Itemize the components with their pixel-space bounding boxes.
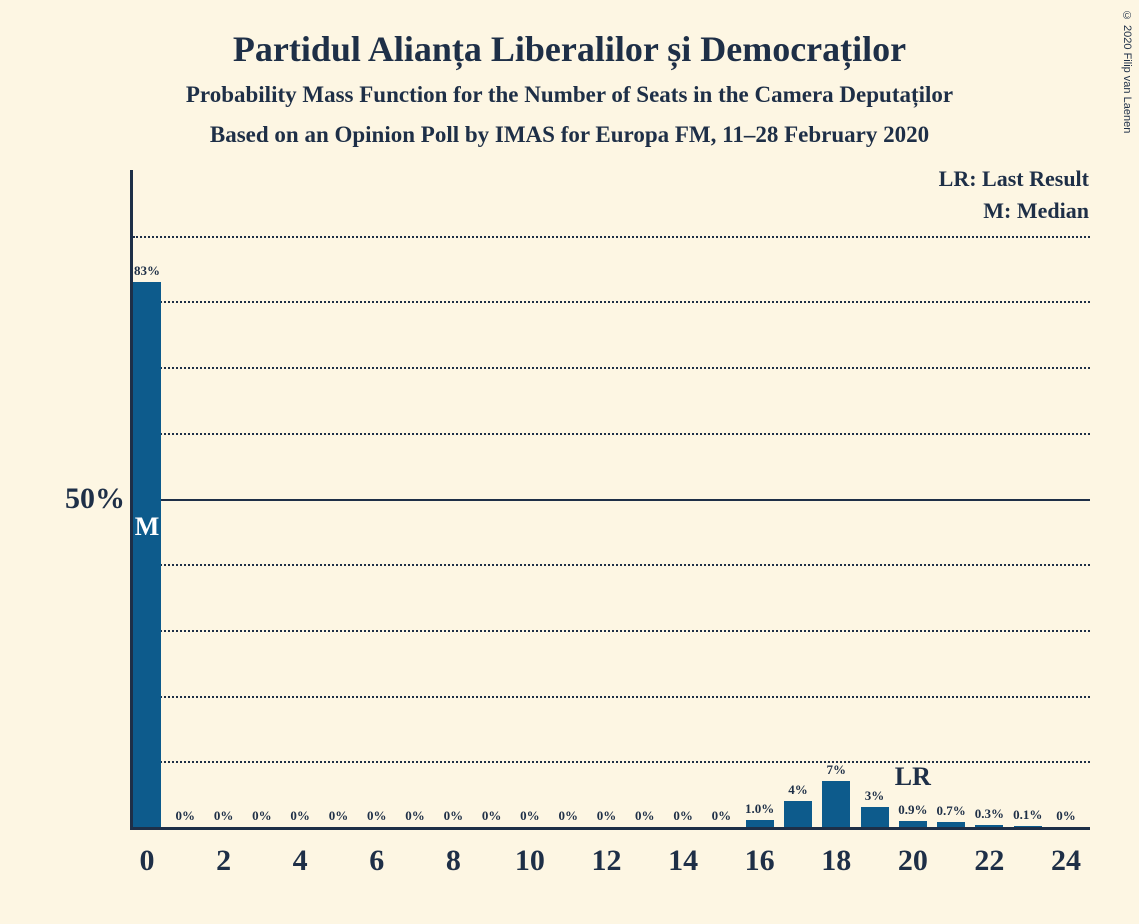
y-tick-label: 50% <box>35 482 125 516</box>
bar <box>133 282 161 827</box>
bar-value-label: 0% <box>635 808 655 824</box>
bar-value-label: 0% <box>520 808 540 824</box>
bar-value-label: 0% <box>558 808 578 824</box>
bar-value-label: 0.3% <box>975 806 1004 822</box>
bar <box>822 781 850 827</box>
x-tick-label: 6 <box>369 844 384 878</box>
x-tick-label: 12 <box>592 844 622 878</box>
bar <box>975 825 1003 827</box>
bar-value-label: 3% <box>865 788 885 804</box>
bar-value-label: 0% <box>367 808 387 824</box>
bar-value-label: 0% <box>329 808 349 824</box>
lr-marker: LR <box>895 762 931 792</box>
bar-value-label: 1.0% <box>745 801 774 817</box>
x-tick-label: 14 <box>668 844 698 878</box>
gridline <box>133 761 1090 763</box>
bar <box>899 821 927 827</box>
bar-value-label: 0% <box>176 808 196 824</box>
bar-value-label: 0% <box>252 808 272 824</box>
gridline <box>133 696 1090 698</box>
chart-title-sub2: Based on an Opinion Poll by IMAS for Eur… <box>0 122 1139 148</box>
bar-value-label: 0.1% <box>1013 807 1042 823</box>
x-tick-label: 2 <box>216 844 231 878</box>
bar-value-label: 0% <box>405 808 425 824</box>
chart-title-main: Partidul Alianța Liberalilor și Democraț… <box>0 28 1139 70</box>
gridline <box>133 301 1090 303</box>
bar-value-label: 0% <box>597 808 617 824</box>
bar-value-label: 0.7% <box>937 803 966 819</box>
gridline <box>133 236 1090 238</box>
chart-plot-area: 50% 83%0%0%0%0%0%0%0%0%0%0%0%0%0%0%0%1.0… <box>130 170 1090 830</box>
gridline <box>133 630 1090 632</box>
bar-value-label: 0% <box>482 808 502 824</box>
x-tick-label: 0 <box>140 844 155 878</box>
bar <box>746 820 774 827</box>
bar-value-label: 0% <box>712 808 732 824</box>
x-tick-label: 22 <box>974 844 1004 878</box>
x-tick-label: 24 <box>1051 844 1081 878</box>
bar <box>1014 826 1042 827</box>
chart-title-sub1: Probability Mass Function for the Number… <box>0 82 1139 108</box>
bar-value-label: 0% <box>444 808 464 824</box>
bar <box>861 807 889 827</box>
median-marker: M <box>135 512 160 542</box>
x-tick-label: 10 <box>515 844 545 878</box>
bar-value-label: 7% <box>827 762 847 778</box>
gridline-major <box>133 499 1090 501</box>
bar <box>937 822 965 827</box>
bar-value-label: 0% <box>1056 808 1076 824</box>
bar-value-label: 4% <box>788 782 808 798</box>
gridline <box>133 433 1090 435</box>
bar-value-label: 0% <box>214 808 234 824</box>
x-tick-label: 16 <box>745 844 775 878</box>
x-tick-label: 4 <box>293 844 308 878</box>
bar-value-label: 0% <box>673 808 693 824</box>
x-tick-label: 18 <box>821 844 851 878</box>
bar-value-label: 83% <box>134 263 160 279</box>
gridline <box>133 564 1090 566</box>
x-tick-label: 8 <box>446 844 461 878</box>
gridline <box>133 367 1090 369</box>
x-axis <box>130 827 1090 830</box>
x-tick-label: 20 <box>898 844 928 878</box>
bar <box>784 801 812 827</box>
bar-value-label: 0% <box>290 808 310 824</box>
bar-value-label: 0.9% <box>898 802 927 818</box>
